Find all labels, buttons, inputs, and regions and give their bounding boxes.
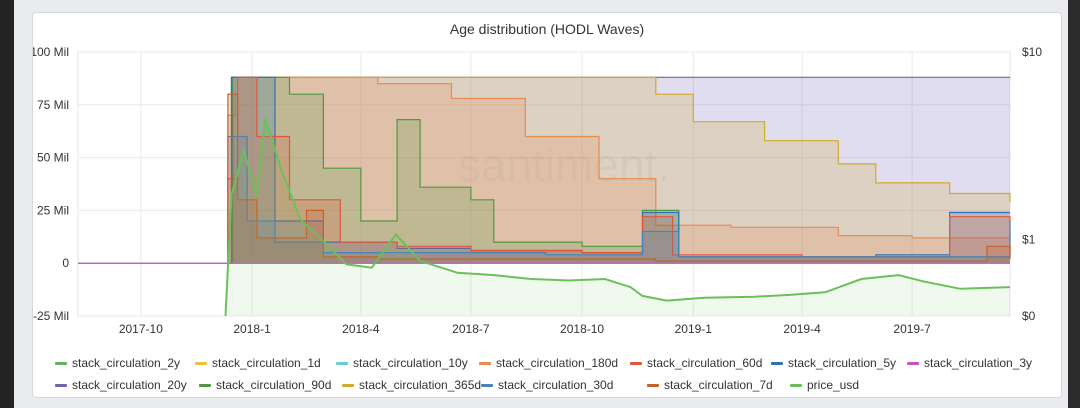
legend-swatch xyxy=(55,361,67,365)
x-tick-label: 2018-4 xyxy=(342,322,380,336)
legend-label: stack_circulation_90d xyxy=(216,378,332,392)
y-tick-label: 100 Mil xyxy=(33,45,69,59)
legend-swatch xyxy=(907,361,919,365)
y-tick-label: 0 xyxy=(62,256,69,270)
legend-label: stack_circulation_7d xyxy=(664,378,773,392)
legend-item-stack_circulation_60d[interactable]: stack_circulation_60d xyxy=(630,356,762,370)
legend-swatch xyxy=(342,383,354,387)
x-tick-label: 2018-10 xyxy=(560,322,604,336)
chart-panel: Age distribution (HODL Waves) 100 Mil 75 … xyxy=(32,12,1062,398)
legend-item-price_usd[interactable]: price_usd xyxy=(790,378,859,392)
legend-label: stack_circulation_180d xyxy=(496,356,619,370)
y-right-tick-label: $1 xyxy=(1022,233,1036,247)
area-stack_circulation_90d xyxy=(78,77,1010,264)
chart-legend: stack_circulation_2y stack_circulation_1d… xyxy=(33,13,1061,397)
legend-label: stack_circulation_10y xyxy=(353,356,468,370)
legend-swatch xyxy=(771,361,783,365)
area-stack_circulation_365d xyxy=(78,77,1010,264)
line-stack_circulation_30d xyxy=(78,135,1011,264)
x-tick-label: 2018-1 xyxy=(233,322,271,336)
area-stack_circulation_20y xyxy=(78,77,1010,264)
legend-swatch xyxy=(647,383,659,387)
scrollbar-track[interactable] xyxy=(1068,0,1080,408)
legend-swatch xyxy=(195,361,207,365)
y-tick-label: -25 Mil xyxy=(33,309,69,323)
area-price_usd xyxy=(225,118,1010,316)
y-tick-label: 50 Mil xyxy=(37,151,69,165)
legend-item-stack_circulation_365d[interactable]: stack_circulation_365d xyxy=(342,378,481,392)
y-tick-label: 75 Mil xyxy=(37,98,69,112)
legend-label: stack_circulation_20y xyxy=(72,378,187,392)
line-stack_circulation_7d xyxy=(78,93,1011,264)
legend-item-stack_circulation_180d[interactable]: stack_circulation_180d xyxy=(479,356,618,370)
hodl-waves-chart: 100 Mil 75 Mil 50 Mil 25 Mil 0 -25 Mil 2017-10… xyxy=(33,45,1042,336)
legend-item-stack_circulation_3y[interactable]: stack_circulation_3y xyxy=(907,356,1032,370)
y-right-tick-label: $0 xyxy=(1022,309,1036,323)
x-tick-label: 2019-1 xyxy=(675,322,713,336)
watermark-text: santiment. xyxy=(458,139,670,191)
x-tick-label: 2019-4 xyxy=(783,322,821,336)
legend-item-stack_circulation_20y[interactable]: stack_circulation_20y xyxy=(55,378,187,392)
legend-label: stack_circulation_2y xyxy=(72,356,181,370)
legend-label: stack_circulation_30d xyxy=(498,378,614,392)
legend-item-stack_circulation_10y[interactable]: stack_circulation_10y xyxy=(336,356,468,370)
legend-item-stack_circulation_90d[interactable]: stack_circulation_90d xyxy=(199,378,331,392)
x-tick-label: 2019-7 xyxy=(893,322,931,336)
chart-title: Age distribution (HODL Waves) xyxy=(449,21,645,37)
legend-swatch xyxy=(336,361,348,365)
legend-swatch xyxy=(630,361,642,365)
legend-swatch xyxy=(481,383,493,387)
y-tick-label: 25 Mil xyxy=(37,203,69,217)
legend-item-stack_circulation_7d[interactable]: stack_circulation_7d xyxy=(647,378,773,392)
line-price_usd xyxy=(224,118,1011,317)
window-edge-left xyxy=(0,0,14,408)
legend-label: stack_circulation_1d xyxy=(212,356,321,370)
legend-label: stack_circulation_5y xyxy=(788,356,897,370)
area-stack_circulation_5y xyxy=(78,77,1010,264)
legend-swatch xyxy=(199,383,211,387)
legend-item-stack_circulation_30d[interactable]: stack_circulation_30d xyxy=(481,378,613,392)
legend-label: stack_circulation_365d xyxy=(359,378,482,392)
legend-swatch xyxy=(790,383,802,387)
legend-swatch xyxy=(479,361,491,365)
y-right-tick-label: $10 xyxy=(1022,45,1042,59)
legend-label: stack_circulation_3y xyxy=(924,356,1033,370)
legend-label: stack_circulation_60d xyxy=(647,356,763,370)
legend-item-stack_circulation_5y[interactable]: stack_circulation_5y xyxy=(771,356,896,370)
legend-item-stack_circulation_1d[interactable]: stack_circulation_1d xyxy=(195,356,321,370)
legend-item-stack_circulation_2y[interactable]: stack_circulation_2y xyxy=(55,356,180,370)
x-tick-label: 2018-7 xyxy=(452,322,490,336)
line-stack_circulation_180d xyxy=(78,76,1011,264)
x-tick-label: 2017-10 xyxy=(119,322,163,336)
area-stack_circulation_180d xyxy=(78,77,1010,264)
area-stack_circulation_7d xyxy=(78,94,1010,264)
legend-label: price_usd xyxy=(807,378,860,392)
area-stack_circulation_60d xyxy=(78,77,1010,264)
legend-swatch xyxy=(55,383,67,387)
